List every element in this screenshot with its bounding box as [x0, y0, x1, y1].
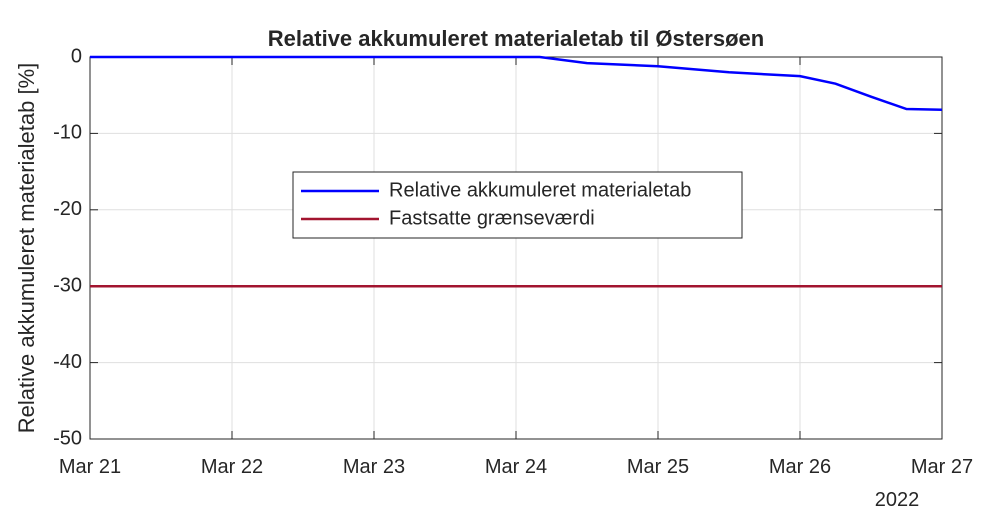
- y-axis-label: Relative akkumuleret materialetab [%]: [14, 63, 39, 434]
- x-tick-label: Mar 23: [343, 456, 405, 478]
- y-tick-label: -30: [53, 274, 82, 296]
- y-tick-label: -50: [53, 427, 82, 449]
- x-tick-label: Mar 22: [201, 456, 263, 478]
- y-tick-label: -10: [53, 122, 82, 144]
- chart-title: Relative akkumuleret materialetab til Øs…: [268, 26, 764, 51]
- x-secondary-label: 2022: [875, 489, 920, 510]
- legend-label: Fastsatte grænseværdi: [389, 207, 595, 229]
- legend-label: Relative akkumuleret materialetab: [389, 179, 691, 201]
- data-line: [90, 55, 943, 111]
- x-tick-label: Mar 26: [769, 456, 831, 478]
- x-tick-label: Mar 21: [59, 456, 121, 478]
- y-tick-label: -20: [53, 198, 82, 220]
- x-tick-label: Mar 24: [485, 456, 547, 478]
- y-tick-label: -40: [53, 351, 82, 373]
- x-tick-label: Mar 27: [911, 456, 973, 478]
- y-tick-label: 0: [71, 45, 82, 67]
- legend: Relative akkumuleret materialetab Fastsat…: [292, 171, 743, 239]
- x-tick-label: Mar 25: [627, 456, 689, 478]
- legend-box: [292, 171, 743, 239]
